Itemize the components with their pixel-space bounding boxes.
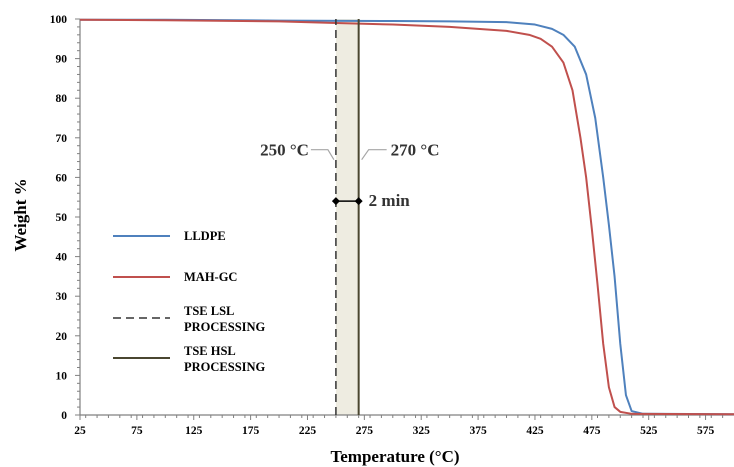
y-tick-label: 90 xyxy=(56,54,68,66)
x-tick-label: 75 xyxy=(131,425,143,437)
x-tick-label: 275 xyxy=(356,425,374,437)
y-tick-label: 50 xyxy=(56,212,68,224)
y-tick-label: 30 xyxy=(56,291,68,303)
legend-label: MAH-GC xyxy=(184,270,237,284)
legend-label-cont: PROCESSING xyxy=(184,360,266,374)
series-line-mah-gc xyxy=(79,18,734,416)
x-tick-label: 525 xyxy=(640,425,658,437)
y-tick-label: 20 xyxy=(56,331,68,343)
legend-label-cont: PROCESSING xyxy=(184,320,266,334)
y-axis-title: Weight % xyxy=(11,178,30,251)
diamond-marker xyxy=(354,197,363,206)
annotations: 250 °C 270 °C 2 min xyxy=(260,141,439,210)
annotation-270c-leader xyxy=(361,149,387,161)
y-tick-label: 40 xyxy=(56,252,68,264)
plot-area: 25 75 125 175 225 275 325 375 425 475 525 575 0 10 20… xyxy=(50,14,734,437)
annotation-2min: 2 min xyxy=(369,191,411,210)
shaded-processing-window xyxy=(335,19,359,415)
y-tick-label: 10 xyxy=(56,370,68,382)
y-tick-label: 0 xyxy=(61,410,67,422)
x-tick-label: 225 xyxy=(299,425,317,437)
legend-label: TSE HSL xyxy=(184,344,236,358)
x-tick-label: 425 xyxy=(526,425,544,437)
annotation-270c: 270 °C xyxy=(391,141,440,160)
diamond-marker xyxy=(331,197,340,206)
legend-label: TSE LSL xyxy=(184,304,234,318)
y-tick-label: 60 xyxy=(56,172,68,184)
annotation-250c: 250 °C xyxy=(260,141,309,160)
annotation-250c-leader xyxy=(310,149,335,160)
x-tick-label: 125 xyxy=(185,425,203,437)
x-axis-title: Temperature (°C) xyxy=(330,447,459,466)
series-lines xyxy=(79,18,734,416)
y-tick-label: 80 xyxy=(56,93,68,105)
x-tick-label: 325 xyxy=(413,425,431,437)
series-line-lldpe xyxy=(80,18,734,416)
x-tick-label: 475 xyxy=(583,425,601,437)
x-axis-ticks: 25 75 125 175 225 275 325 375 425 475 525 575 xyxy=(74,415,724,437)
x-tick-label: 375 xyxy=(469,425,487,437)
y-tick-label: 100 xyxy=(50,14,68,26)
x-tick-label: 575 xyxy=(697,425,715,437)
y-axis-ticks: 0 10 20 30 40 50 60 70 80 90 100 xyxy=(50,14,80,422)
x-tick-label: 25 xyxy=(74,425,86,437)
x-tick-label: 175 xyxy=(242,425,260,437)
y-tick-label: 70 xyxy=(56,133,68,145)
legend: LLDPE MAH-GC TSE LSL PROCESSING TSE HSL PROCE… xyxy=(113,229,266,374)
legend-label: LLDPE xyxy=(184,229,226,243)
